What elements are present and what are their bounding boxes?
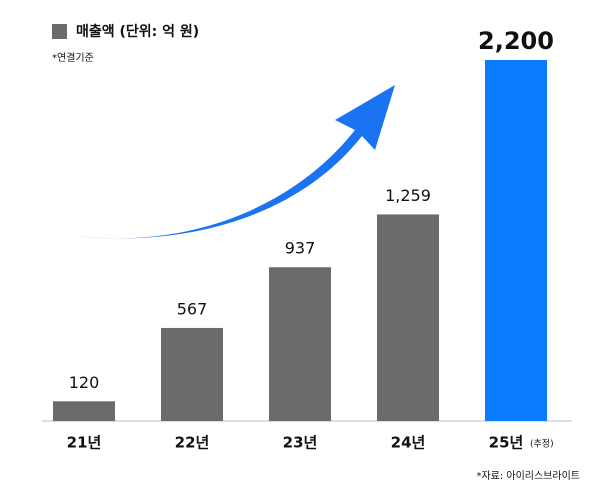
x-tick-label: 21년 bbox=[67, 434, 102, 452]
x-tick-label: 23년 bbox=[283, 434, 318, 452]
bar bbox=[53, 401, 115, 421]
x-tick-note: (추정) bbox=[530, 439, 554, 450]
x-tick-label: 24년 bbox=[391, 434, 426, 452]
value-label: 1,259 bbox=[385, 186, 431, 205]
bar bbox=[161, 327, 223, 421]
source: *자료: 아이리스브라이트 bbox=[476, 470, 580, 482]
x-tick-label: 22년 bbox=[175, 434, 210, 452]
note: *연결기준 bbox=[52, 52, 94, 64]
value-label: 937 bbox=[285, 239, 316, 258]
growth-arrow bbox=[75, 85, 395, 239]
value-label: 120 bbox=[69, 373, 100, 392]
bar bbox=[377, 214, 439, 421]
legend-label: 매출액 (단위: 억 원) bbox=[76, 23, 199, 40]
bar bbox=[485, 60, 547, 421]
legend-swatch bbox=[52, 24, 67, 39]
bar bbox=[269, 267, 331, 421]
value-label: 2,200 bbox=[478, 27, 554, 55]
x-tick-label: 25년 bbox=[489, 434, 524, 452]
value-label: 567 bbox=[177, 299, 208, 318]
